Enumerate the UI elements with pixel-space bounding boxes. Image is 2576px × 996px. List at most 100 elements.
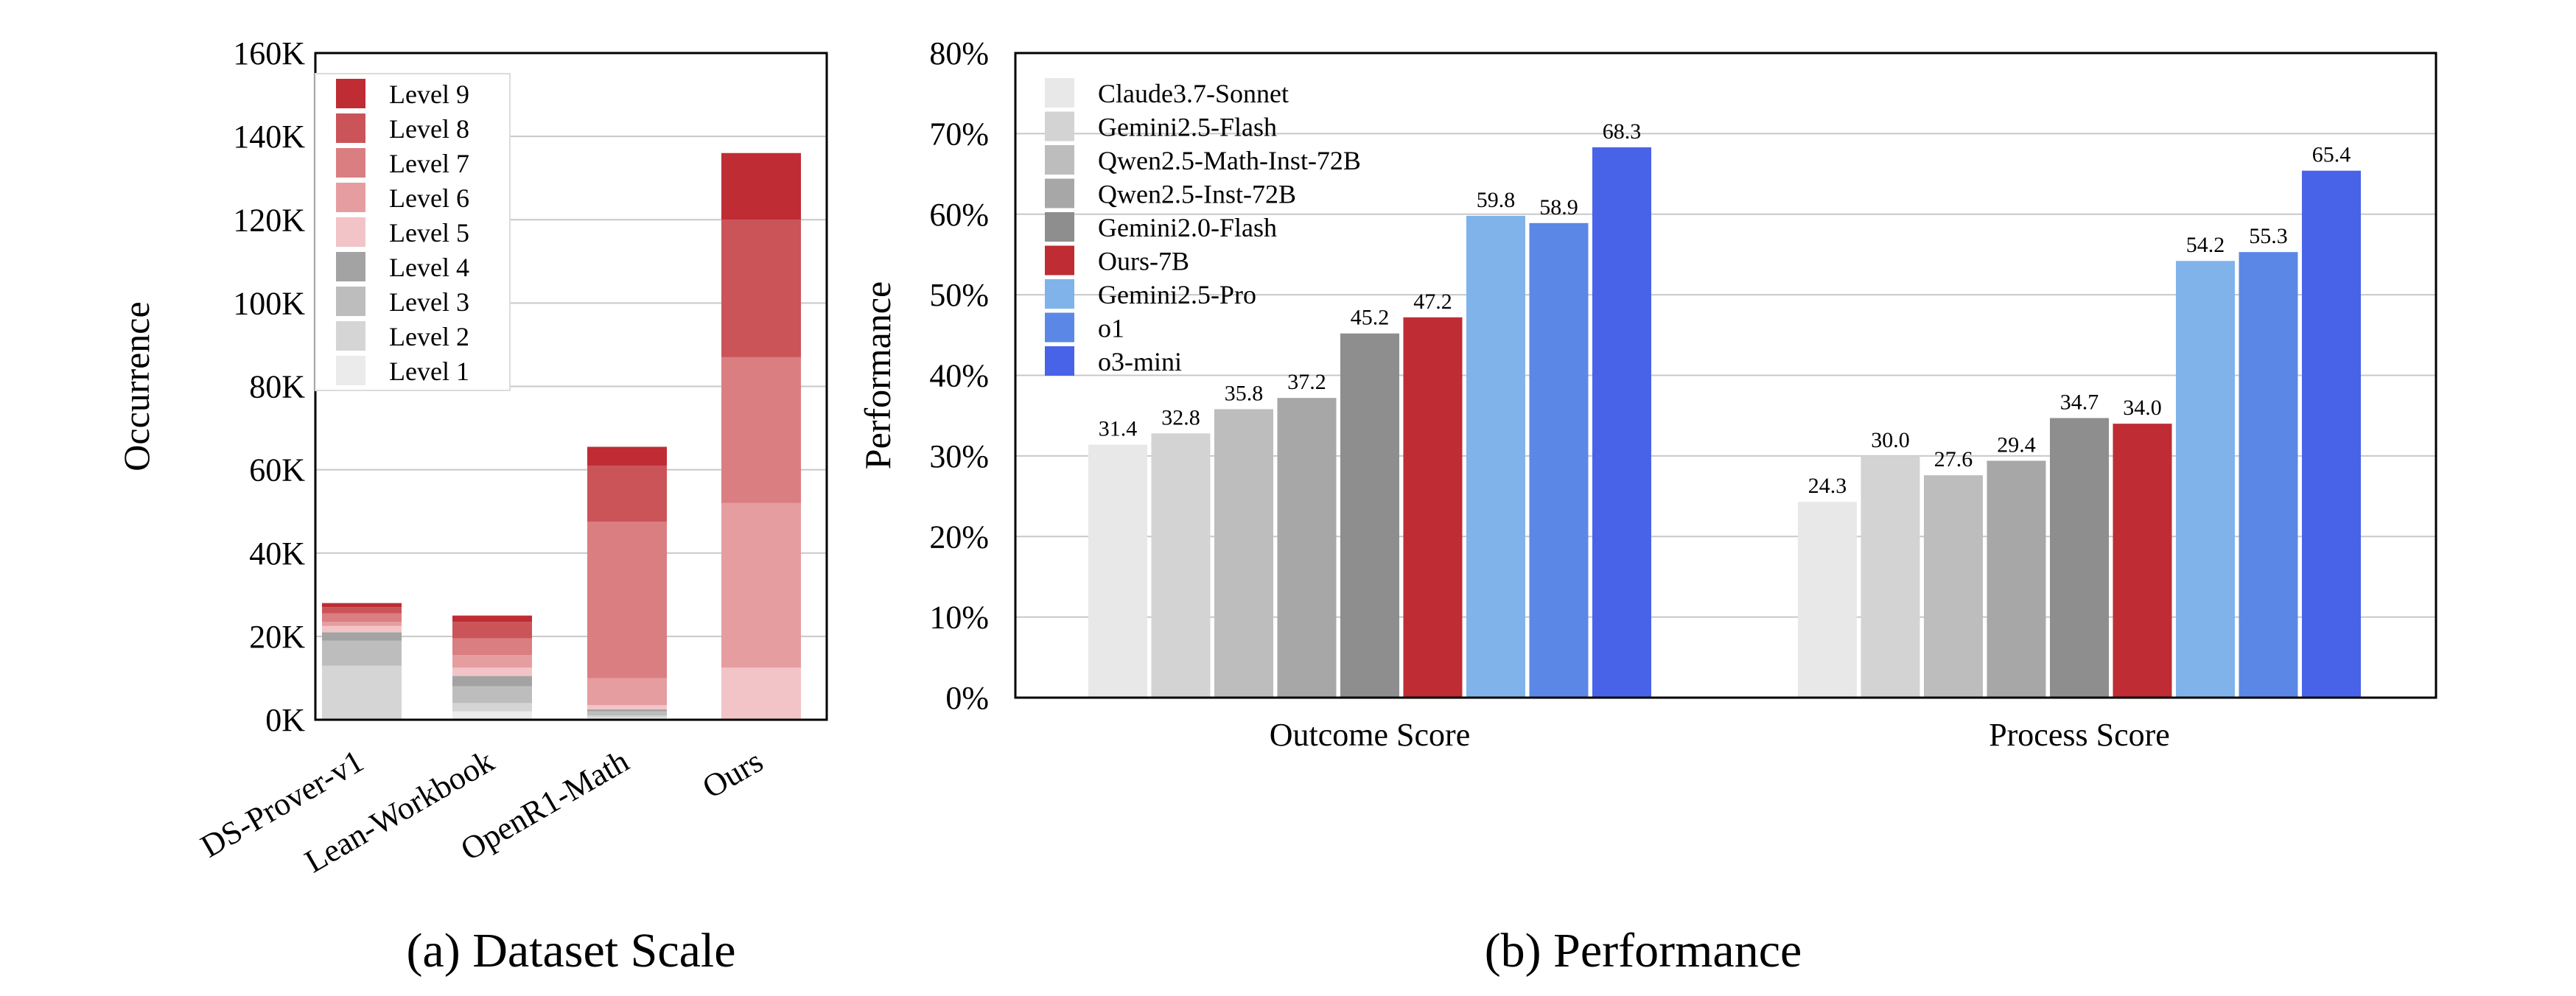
data-label: 68.3 [1603, 119, 1642, 144]
legend-label: Level 7 [389, 149, 469, 178]
legend-label: Level 2 [389, 322, 469, 351]
y-tick-label: 70% [929, 116, 989, 152]
legend-swatch [1045, 145, 1074, 175]
data-label: 34.7 [2060, 390, 2099, 414]
y-tick-label: 0K [265, 702, 305, 738]
bar-segment [322, 613, 402, 622]
bar-segment [587, 705, 667, 709]
data-label: 30.0 [1871, 428, 1910, 452]
legend-swatch [336, 321, 365, 351]
legend-label: Qwen2.5-Math-Inst-72B [1098, 146, 1361, 175]
bar-segment [587, 709, 667, 712]
y-axis-label: Occurrence [116, 301, 157, 471]
bar-segment [322, 622, 402, 626]
bar-segment [721, 502, 801, 668]
legend-swatch [336, 287, 365, 316]
bar [1277, 398, 1337, 698]
bar [1798, 502, 1857, 698]
bar [1466, 215, 1525, 698]
legend-label: Ours-7B [1098, 247, 1189, 276]
legend-swatch [1045, 346, 1074, 376]
legend-swatch [336, 79, 365, 108]
bar [1151, 433, 1211, 698]
plot-frame [1014, 52, 2437, 699]
bar-segment [322, 665, 402, 720]
x-tick-label: Ours [696, 743, 769, 805]
y-tick-label: 100K [233, 285, 305, 321]
legend-label: Gemini2.5-Flash [1098, 113, 1277, 142]
chart-a: 0K20K40K60K80K100K120K140K160KDS-Prover-… [116, 35, 828, 978]
bar [2176, 261, 2235, 698]
legend-swatch [1045, 111, 1074, 141]
bar [1340, 333, 1399, 698]
data-label: 32.8 [1161, 405, 1200, 429]
y-tick-label: 140K [233, 119, 305, 155]
legend-swatch [336, 252, 365, 281]
data-label: 27.6 [1934, 447, 1973, 471]
y-tick-label: 60K [249, 452, 305, 488]
legend-label: Level 8 [389, 114, 469, 144]
data-label: 31.4 [1099, 417, 1138, 441]
legend-label: Level 6 [389, 183, 469, 213]
caption-a: (a) Dataset Scale [406, 924, 735, 978]
legend-label: Level 3 [389, 287, 469, 317]
legend-label: Gemini2.0-Flash [1098, 213, 1277, 242]
bar-segment [721, 357, 801, 503]
bar-segment [587, 715, 667, 718]
data-label: 34.0 [2123, 396, 2162, 420]
legend-label: o1 [1098, 314, 1124, 343]
legend-label: Level 4 [389, 253, 469, 282]
bar [1987, 460, 2046, 698]
caption-b: (b) Performance [1485, 924, 1802, 978]
y-tick-label: 20% [929, 519, 989, 555]
bar-segment [452, 622, 532, 639]
legend-swatch [1045, 279, 1074, 309]
data-label: 47.2 [1413, 290, 1452, 314]
data-label: 24.3 [1808, 474, 1847, 498]
y-tick-label: 30% [929, 438, 989, 474]
y-tick-label: 20K [249, 619, 305, 655]
legend-a: Level 9 Level 8 Level 7 Level 6 Level 5 Level… [315, 73, 511, 391]
legend-swatch [336, 148, 365, 178]
y-axis-label: Performance [857, 281, 898, 469]
legend-label: Qwen2.5-Inst-72B [1098, 180, 1296, 209]
legend-label: o3-mini [1098, 347, 1182, 376]
legend-swatch [336, 183, 365, 212]
data-label: 59.8 [1477, 188, 1516, 212]
legend-label: Level 1 [389, 357, 469, 386]
bar [1214, 409, 1273, 698]
bar-segment [452, 667, 532, 676]
bar [1592, 147, 1651, 698]
bar-segment [452, 615, 532, 622]
x-tick-label: Outcome Score [1270, 717, 1470, 753]
legend-swatch [1045, 245, 1074, 276]
y-tick-label: 40K [249, 536, 305, 572]
bar-segment [587, 678, 667, 706]
bar-segment [322, 632, 402, 641]
bar [2302, 170, 2361, 698]
data-label: 37.2 [1287, 370, 1326, 394]
y-tick-label: 80K [249, 369, 305, 405]
legend-swatch [336, 217, 365, 247]
legend-label: Gemini2.5-Pro [1098, 280, 1256, 309]
data-label: 55.3 [2249, 224, 2288, 248]
bar [2113, 424, 2172, 698]
bar [2050, 418, 2109, 698]
legend-swatch [1045, 312, 1074, 343]
bar-segment [587, 465, 667, 522]
bar [1861, 455, 1920, 698]
legend-label: Level 9 [389, 80, 469, 109]
bar-segment [587, 711, 667, 716]
bar [1924, 475, 1983, 698]
bar-segment [452, 676, 532, 687]
legend-label: Level 5 [389, 218, 469, 248]
bar-segment [452, 711, 532, 720]
bar-segment [587, 522, 667, 678]
bar-segment [322, 603, 402, 608]
legend-swatch [1045, 78, 1074, 108]
legend-b: Claude3.7-Sonnet Gemini2.5-Flash Qwen2.5-M… [1045, 78, 1361, 376]
legend-swatch [336, 356, 365, 385]
chart-b: 0% 10% 20% 30% 40% 50% 60% 70% 80% 31.4 32.8 35.8 37… [857, 35, 2437, 978]
bar [2239, 252, 2298, 698]
